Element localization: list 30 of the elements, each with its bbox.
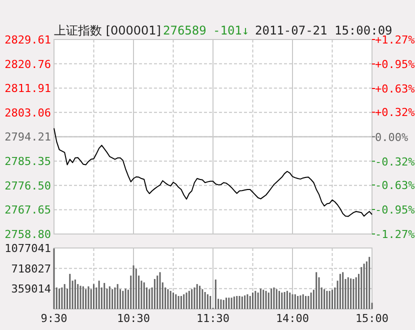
y2-tick-label: +0.63% (375, 82, 415, 96)
y2-tick-label: 0.00% (375, 130, 408, 144)
x-tick-label: 11:30 (196, 312, 230, 325)
x-tick-label: 9:30 (40, 312, 68, 325)
y-tick-label: 2829.61 (4, 34, 51, 46)
y2-tick-label: -0.95% (375, 203, 415, 216)
y-tick-label: 2803.06 (4, 106, 51, 120)
y2-tick-label: +1.27% (375, 34, 415, 46)
text: 276589 (163, 24, 206, 38)
y-tick-label: 2767.65 (4, 204, 51, 217)
y2-tick-label: +0.95% (375, 58, 415, 72)
chart-title: 上证指数 [000001] (54, 24, 161, 38)
y-tick-label: 2758.80 (4, 228, 51, 241)
text: -101↓ (213, 24, 250, 38)
y2-tick-label: -0.63% (375, 178, 415, 192)
y-tick-label: 2811.91 (4, 82, 51, 96)
y-tick-label: 2776.50 (4, 179, 51, 192)
y-tick-label: 2820.76 (4, 58, 51, 71)
y2-tick-label: -1.27% (375, 228, 415, 241)
y-tick-label: 718027 (11, 262, 51, 276)
y-tick-label: 359014 (11, 282, 52, 296)
y-tick-label: 2794.21 (4, 130, 51, 144)
y2-tick-label: -0.32% (375, 155, 415, 168)
y-tick-label: 1077041 (4, 242, 51, 255)
line-series (54, 128, 372, 217)
x-tick-label: 10:30 (116, 312, 150, 325)
y-tick-label: 2785.35 (4, 155, 51, 168)
y2-tick-label: +0.32% (375, 106, 415, 120)
x-tick-label: 14:00 (276, 312, 310, 325)
x-tick-label: 15:00 (355, 312, 389, 325)
